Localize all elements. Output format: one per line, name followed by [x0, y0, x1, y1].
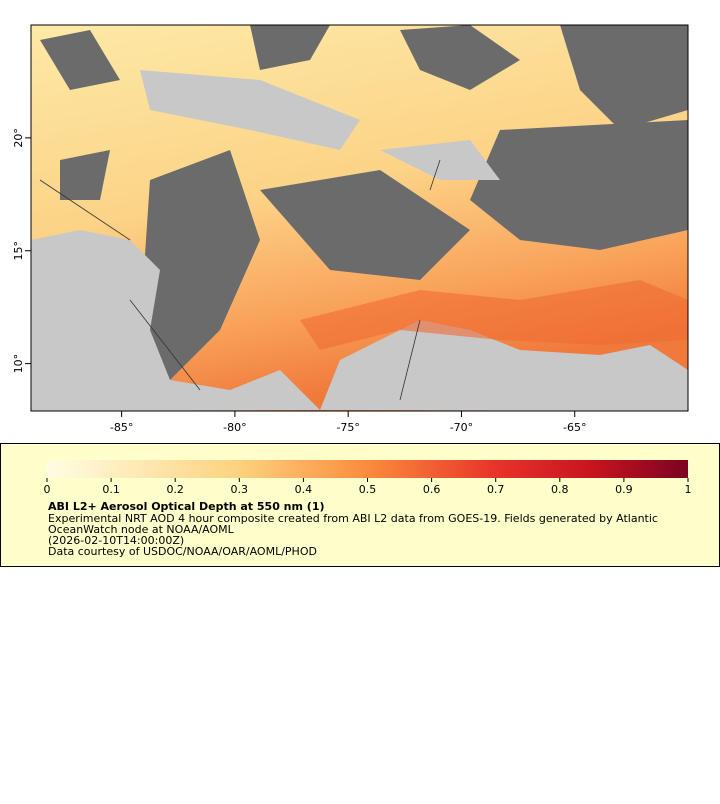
colorbar-tick-label: 0.7	[487, 483, 505, 496]
map-image	[31, 25, 688, 411]
colorbar-tick-label: 0.5	[359, 483, 377, 496]
x-tick-label: -70°	[450, 421, 473, 434]
y-tick-label: 20°	[12, 128, 25, 148]
colorbar-tick-label: 0.9	[615, 483, 633, 496]
y-tick-label: 10°	[12, 354, 25, 374]
legend-line: Data courtesy of USDOC/NOAA/OAR/AOML/PHO…	[48, 545, 317, 558]
x-tick-label: -65°	[563, 421, 586, 434]
legend-line: (2026-02-10T14:00:00Z)	[48, 534, 184, 547]
map-frame	[30, 24, 689, 412]
colorbar-tick-label: 0.4	[295, 483, 313, 496]
colorbar-tick-label: 0.3	[231, 483, 249, 496]
x-tick-label: -80°	[223, 421, 246, 434]
colorbar-tick-label: 0	[44, 483, 51, 496]
legend-title: ABI L2+ Aerosol Optical Depth at 550 nm …	[48, 500, 325, 513]
x-tick-label: -75°	[336, 421, 359, 434]
colorbar-tick-label: 0.1	[102, 483, 120, 496]
y-tick-label: 15°	[12, 241, 25, 261]
colorbar-tick-label: 0.6	[423, 483, 441, 496]
colorbar	[47, 460, 688, 478]
legend-line: OceanWatch node at NOAA/AOML	[48, 523, 235, 536]
colorbar-tick-label: 1	[685, 483, 692, 496]
colorbar-tick-label: 0.2	[166, 483, 184, 496]
x-tick-label: -85°	[110, 421, 133, 434]
colorbar-tick-label: 0.8	[551, 483, 569, 496]
legend-line: Experimental NRT AOD 4 hour composite cr…	[48, 512, 658, 525]
